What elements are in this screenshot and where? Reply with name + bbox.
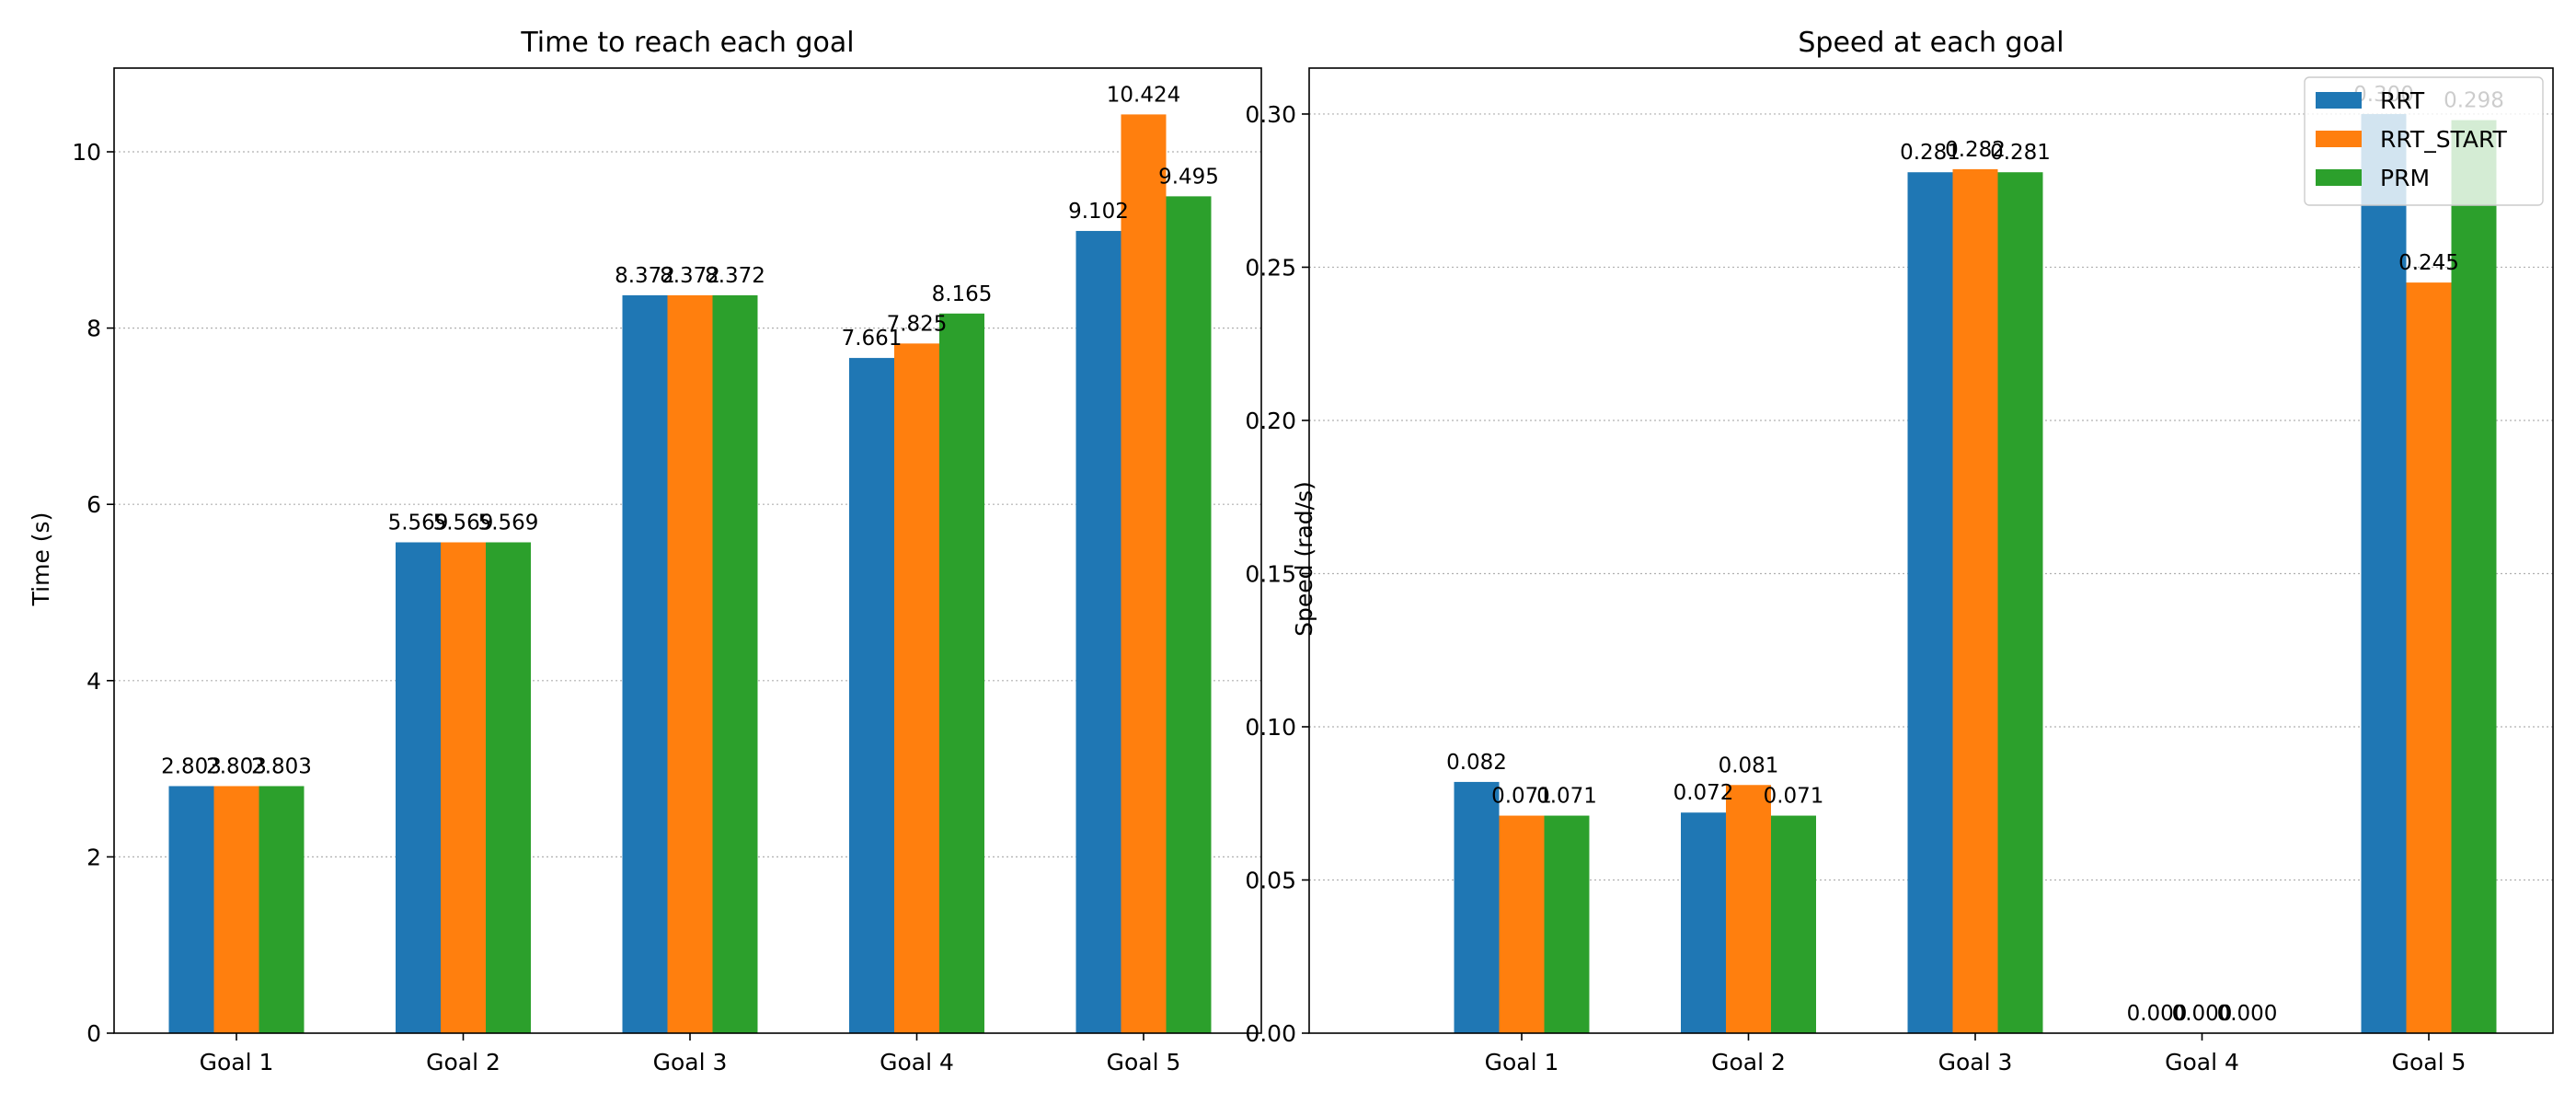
data-label: 0.000 <box>2172 1002 2233 1026</box>
data-label: 0.071 <box>1764 785 1824 809</box>
data-label: 0.071 <box>1491 785 1552 809</box>
data-label: 0.071 <box>1536 785 1597 809</box>
bar-prm <box>486 542 531 1033</box>
data-label: 5.569 <box>388 511 449 535</box>
data-label: 0.081 <box>1719 753 1779 777</box>
data-label: 0.082 <box>1446 751 1507 775</box>
y-tick-label: 4 <box>86 668 101 695</box>
y-tick-label: 2 <box>86 844 101 870</box>
bar-prm <box>712 294 758 1033</box>
bar-rrt <box>1454 781 1500 1033</box>
x-tick-label: Goal 5 <box>2392 1049 2467 1075</box>
x-tick-label: Goal 3 <box>653 1049 728 1075</box>
data-label: 0.282 <box>1945 138 2006 162</box>
y-axis-label: Speed (rad/s) <box>1291 481 1317 637</box>
bar-rrt <box>1075 231 1121 1033</box>
data-label: 2.803 <box>251 754 312 778</box>
legend-swatch <box>2316 169 2362 186</box>
x-tick-label: Goal 2 <box>426 1049 500 1075</box>
x-tick-label: Goal 2 <box>1711 1049 1786 1075</box>
bar-prm <box>939 313 984 1034</box>
chart-panel-1: 2.803 5.569 8.372 7.661 9.102 2.803 5.569 8.372… <box>28 27 1262 1075</box>
data-label: 0.245 <box>2398 251 2459 275</box>
legend-label: PRM <box>2380 165 2430 191</box>
y-tick-label: 0.05 <box>1245 867 1296 893</box>
chart-title: Speed at each goal <box>1798 27 2064 59</box>
data-label: 8.372 <box>705 264 765 288</box>
y-tick-label: 0.10 <box>1245 714 1296 741</box>
y-tick-label: 0.25 <box>1245 254 1296 281</box>
bar-prm <box>1997 172 2043 1033</box>
bar-rrt-start <box>1499 815 1545 1033</box>
bar-prm <box>2451 120 2497 1034</box>
x-tick-label: Goal 1 <box>1485 1049 1559 1075</box>
y-tick-label: 10 <box>72 139 101 166</box>
chart-title: Time to reach each goal <box>520 27 854 59</box>
x-tick-label: Goal 4 <box>2165 1049 2239 1075</box>
bar-rrt-start <box>213 786 259 1033</box>
x-tick-label: Goal 4 <box>880 1049 954 1075</box>
bar-prm <box>1771 815 1816 1033</box>
bar-prm <box>1544 815 1590 1033</box>
x-tick-label: Goal 3 <box>1938 1049 2013 1075</box>
data-label: 9.102 <box>1068 200 1129 224</box>
bar-rrt-start <box>1952 168 1998 1033</box>
data-label: 0.281 <box>1990 141 2051 165</box>
bar-rrt <box>2361 113 2407 1033</box>
data-label: 2.803 <box>206 754 267 778</box>
data-label: 9.495 <box>1158 165 1219 189</box>
bar-rrt <box>396 542 441 1033</box>
data-label: 10.424 <box>1107 83 1180 107</box>
y-tick-label: 0 <box>86 1020 101 1047</box>
data-label: 8.372 <box>615 264 675 288</box>
legend-swatch <box>2316 131 2362 147</box>
data-label: 8.372 <box>660 264 720 288</box>
data-label: 0.281 <box>1900 141 1961 165</box>
legend-label: RRT_START <box>2380 126 2508 153</box>
y-tick-label: 8 <box>86 316 101 342</box>
data-label: 0.000 <box>2127 1002 2188 1026</box>
x-tick-label: Goal 1 <box>200 1049 274 1075</box>
y-tick-label: 6 <box>86 491 101 518</box>
bar-prm <box>259 786 305 1033</box>
data-label: 0.000 <box>2217 1002 2278 1026</box>
y-tick-label: 0.30 <box>1245 101 1296 128</box>
bar-prm <box>1166 196 1212 1033</box>
legend-label: RRT <box>2380 87 2425 114</box>
bar-rrt-start <box>1726 785 1771 1033</box>
bar-rrt-start <box>441 542 486 1033</box>
data-label: 5.569 <box>433 511 494 535</box>
bar-rrt <box>168 786 214 1033</box>
y-axis-label: Time (s) <box>28 512 54 607</box>
bar-rrt <box>1681 812 1726 1033</box>
y-tick-label: 0.00 <box>1245 1020 1296 1047</box>
data-label: 7.661 <box>842 327 903 351</box>
data-label: 8.165 <box>932 282 993 306</box>
legend-box <box>2304 76 2544 206</box>
bar-rrt <box>622 294 668 1033</box>
data-label: 5.569 <box>478 511 539 535</box>
axes-frame <box>113 67 1262 1034</box>
bar-rrt-start <box>667 294 713 1033</box>
axes-frame <box>1308 67 2554 1034</box>
data-label: 0.072 <box>1673 781 1734 805</box>
y-tick-label: 0.20 <box>1245 408 1296 434</box>
bar-rrt-start <box>1121 114 1167 1033</box>
bar-rrt <box>849 358 894 1033</box>
legend: RRT RRT_START PRM <box>2304 76 2544 206</box>
y-tick-label: 0.15 <box>1245 560 1296 587</box>
bar-rrt-start <box>2406 282 2452 1034</box>
legend-swatch <box>2316 92 2362 109</box>
data-label: 7.825 <box>887 312 948 336</box>
x-tick-label: Goal 5 <box>1107 1049 1181 1075</box>
data-label: 2.803 <box>161 754 222 778</box>
chart-panel-2: 0.0820.0720.2810.0000.3000.0710.0810.282… <box>1245 27 2554 1075</box>
bar-rrt-start <box>894 343 939 1033</box>
bar-rrt <box>1907 172 1953 1033</box>
